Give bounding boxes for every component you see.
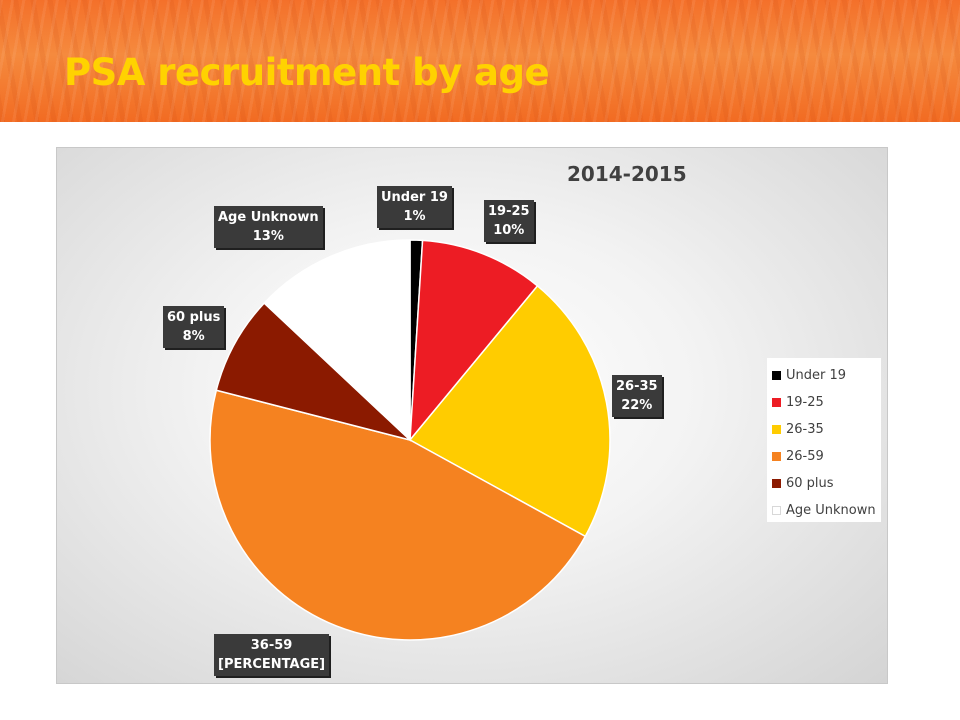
data-label-under-19: Under 19 1% [377,186,452,228]
legend-label: Age Unknown [786,503,876,518]
legend-label: 19-25 [786,395,824,410]
chart-title: 2014-2015 [567,162,687,186]
legend-label: 60 plus [786,476,834,491]
legend-item: Under 19 [767,362,881,389]
chart-panel: 2014-2015 Under 19 1% 19-25 10% 26-35 22% 3… [56,147,888,684]
slide-header-banner [0,0,960,122]
legend-item: Age Unknown [767,497,881,524]
legend-label: 26-35 [786,422,824,437]
legend-label: Under 19 [786,368,847,383]
legend-item: 19-25 [767,389,881,416]
legend-swatch [772,452,781,461]
pie-slice-age-unknown [263,239,411,442]
pie-slice-26-59 [209,389,587,641]
legend-swatch [772,398,781,407]
pie-slice-60-plus [215,302,411,441]
data-label-26-35: 26-35 22% [612,375,662,417]
legend-item: 26-59 [767,443,881,470]
chart-legend: Under 19 19-25 26-35 26-59 60 plus Age U… [767,358,881,522]
legend-swatch [772,371,781,380]
legend-item: 60 plus [767,470,881,497]
pie-slice-19-25 [409,239,539,443]
legend-swatch [772,425,781,434]
data-label-19-25: 19-25 10% [484,200,534,242]
legend-swatch [772,479,781,488]
data-label-age-unknown: Age Unknown 13% [214,206,323,248]
slide-title: PSA recruitment by age [64,51,550,94]
data-label-36-59: 36-59 [PERCENTAGE] [214,634,330,676]
pie-slice-26-35 [408,284,611,538]
data-label-60-plus: 60 plus 8% [163,306,225,348]
pie-chart [209,239,611,641]
legend-label: 26-59 [786,449,824,464]
legend-swatch [772,506,781,515]
legend-item: 26-35 [767,416,881,443]
